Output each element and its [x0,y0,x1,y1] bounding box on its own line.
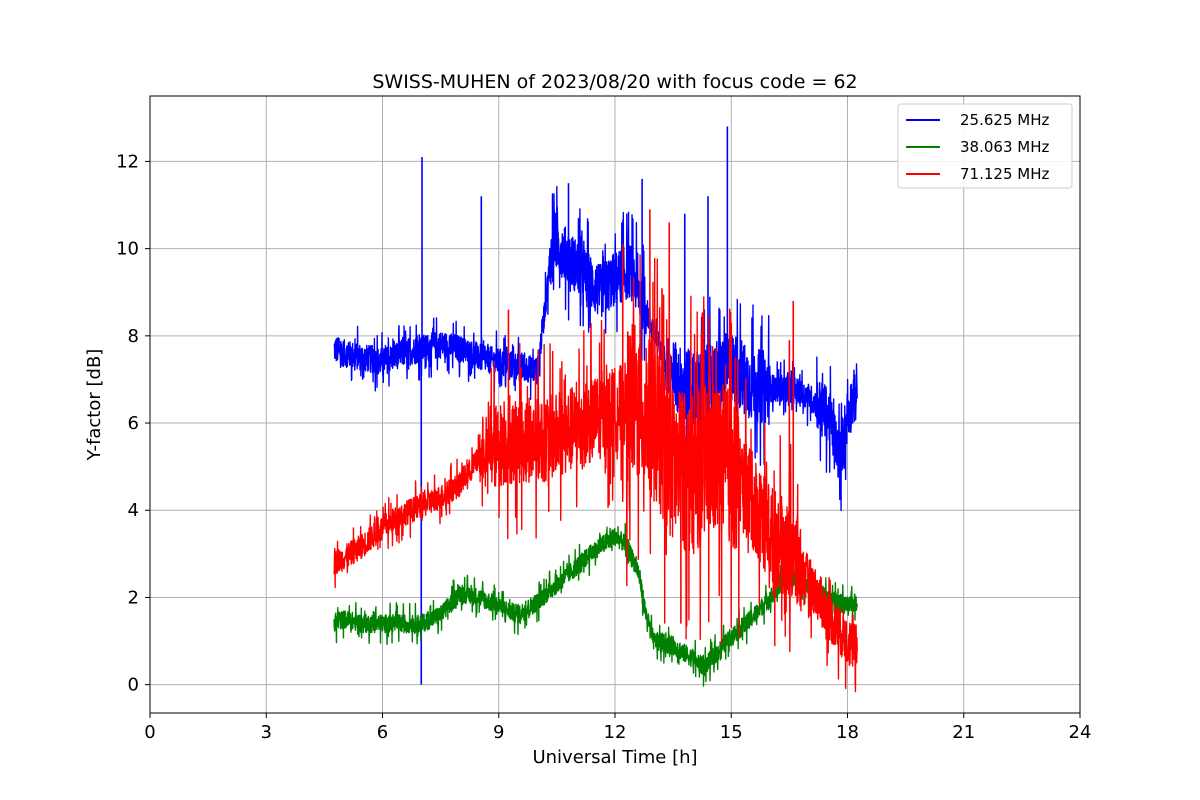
legend-entry: 25.625 MHz [960,111,1049,129]
x-axis-label: Universal Time [h] [532,747,697,768]
x-tick-label: 24 [1069,722,1092,743]
x-tick-label: 3 [261,722,272,743]
plot-area [333,126,858,693]
legend-entry: 38.063 MHz [960,138,1049,156]
series-line-2 [333,254,858,693]
legend-entry: 71.125 MHz [960,165,1049,183]
x-tick-label: 15 [720,722,743,743]
y-axis-ticks: 0 2 4 6 8 10 12 [116,151,150,696]
x-tick-label: 21 [952,722,975,743]
y-tick-label: 0 [128,675,139,696]
x-tick-label: 9 [493,722,504,743]
legend: 25.625 MHz 38.063 MHz 71.125 MHz [897,103,1073,189]
x-tick-label: 6 [377,722,388,743]
y-tick-label: 10 [116,239,139,260]
y-axis-label: Y-factor [dB] [84,349,105,462]
y-tick-label: 12 [116,151,139,172]
y-tick-label: 2 [128,587,139,608]
y-tick-label: 4 [128,500,139,521]
x-tick-label: 18 [836,722,859,743]
series-line-1 [333,522,858,687]
x-tick-label: 0 [144,722,155,743]
x-axis-ticks: 0 3 6 9 12 15 18 21 24 [144,713,1091,743]
y-tick-label: 8 [128,326,139,347]
chart-title: SWISS-MUHEN of 2023/08/20 with focus cod… [372,71,857,93]
legend-box [897,103,1073,189]
y-tick-label: 6 [128,413,139,434]
x-tick-label: 12 [604,722,627,743]
